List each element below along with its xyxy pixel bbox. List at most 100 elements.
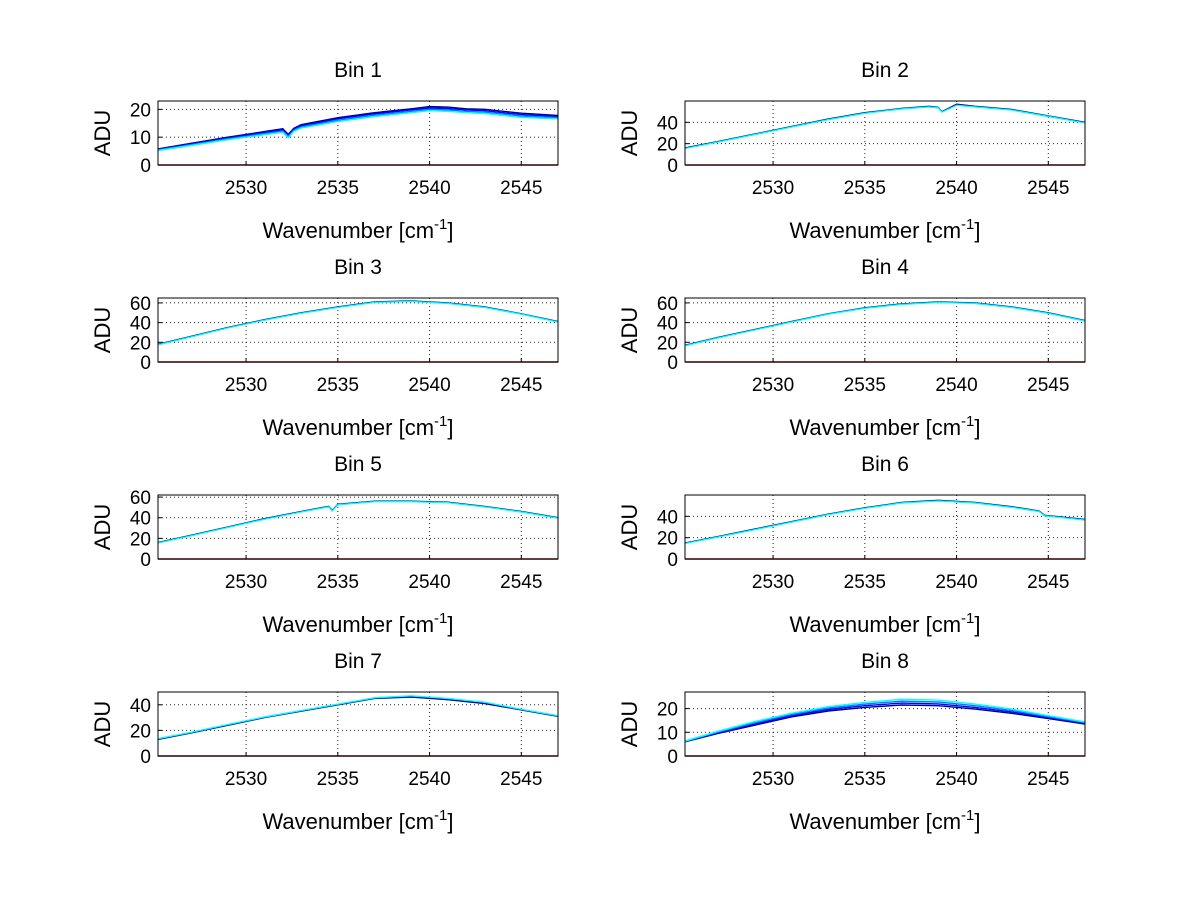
subplot-1: 2530 2535 2540 2545 0 10 20 Bin 1 Wavenumber [cm…: [90, 59, 559, 243]
subplot-title: Bin 7: [334, 650, 382, 673]
series-line-2: [684, 500, 1086, 545]
y-tick-label: 20: [130, 333, 151, 354]
y-axis-label: ADU: [90, 701, 115, 747]
subplot-title: Bin 6: [861, 453, 909, 476]
x-tick-label: 2545: [500, 769, 542, 790]
y-axis-label: ADU: [617, 701, 642, 747]
y-tick-label: 0: [667, 353, 678, 374]
y-tick-label: 40: [130, 314, 151, 335]
series-line-3: [684, 700, 1086, 742]
x-tick-label: 2535: [317, 769, 359, 790]
x-tick-label: 2535: [844, 572, 886, 593]
series-line-2: [684, 104, 1086, 150]
x-axis-label: Wavenumber [cm-1]: [789, 216, 980, 243]
x-tick-label: 2540: [408, 375, 450, 396]
series-line-2: [157, 107, 559, 151]
x-tick-label: 2545: [1027, 769, 1069, 790]
series-line-2: [157, 300, 559, 346]
x-tick-label: 2535: [317, 375, 359, 396]
x-tick-label: 2535: [844, 769, 886, 790]
x-tick-label: 2540: [935, 375, 977, 396]
y-tick-label: 40: [657, 113, 678, 134]
y-tick-label: 60: [657, 294, 678, 315]
x-tick-label: 2530: [225, 178, 267, 199]
series-line-1: [684, 499, 1086, 544]
x-tick-label: 2530: [225, 375, 267, 396]
x-tick-label: 2545: [500, 572, 542, 593]
y-tick-label: 40: [130, 696, 151, 717]
y-tick-label: 40: [657, 314, 678, 335]
subplot-title: Bin 3: [334, 256, 382, 279]
x-tick-label: 2530: [752, 375, 794, 396]
axes-frame: [684, 494, 1086, 560]
y-tick-label: 0: [140, 353, 151, 374]
x-tick-label: 2540: [408, 178, 450, 199]
y-tick-label: 20: [130, 100, 151, 121]
y-tick-label: 20: [130, 529, 151, 550]
y-axis-label: ADU: [617, 110, 642, 156]
series-line-2: [684, 702, 1086, 743]
y-tick-label: 0: [667, 156, 678, 177]
y-tick-label: 60: [130, 294, 151, 315]
x-tick-label: 2545: [500, 178, 542, 199]
axes-frame: [157, 100, 559, 166]
x-tick-label: 2545: [500, 375, 542, 396]
x-tick-label: 2545: [1027, 178, 1069, 199]
series-line-1: [157, 500, 559, 544]
x-tick-label: 2535: [844, 375, 886, 396]
y-tick-label: 20: [657, 700, 678, 721]
x-tick-label: 2545: [1027, 375, 1069, 396]
series-line-4: [157, 109, 559, 152]
subplot-title: Bin 5: [334, 453, 382, 476]
y-tick-label: 20: [130, 721, 151, 742]
axes-frame: [157, 297, 559, 363]
x-tick-label: 2530: [225, 572, 267, 593]
y-tick-label: 0: [140, 747, 151, 768]
subplot-title: Bin 4: [861, 256, 909, 279]
series-line-1: [157, 696, 559, 741]
y-tick-label: 10: [130, 128, 151, 149]
series-line-2: [157, 695, 559, 740]
x-tick-label: 2540: [935, 769, 977, 790]
x-tick-label: 2535: [844, 178, 886, 199]
axes-frame: [684, 100, 1086, 166]
x-tick-label: 2535: [317, 178, 359, 199]
x-tick-label: 2545: [1027, 572, 1069, 593]
x-tick-label: 2540: [935, 572, 977, 593]
y-tick-label: 20: [657, 333, 678, 354]
series-line-1: [684, 704, 1086, 743]
series-line-2: [157, 501, 559, 544]
x-axis-label: Wavenumber [cm-1]: [262, 807, 453, 834]
subplot-7: 2530 2535 2540 2545 0 20 40 Bin 7 Wavenumber [cm…: [90, 650, 559, 834]
x-axis-label: Wavenumber [cm-1]: [789, 807, 980, 834]
series-line-1: [684, 301, 1086, 346]
y-tick-label: 60: [130, 488, 151, 509]
y-tick-label: 0: [667, 747, 678, 768]
y-tick-label: 0: [667, 550, 678, 571]
x-tick-label: 2530: [225, 769, 267, 790]
axes-frame: [684, 691, 1086, 757]
series-line-4: [684, 698, 1086, 742]
y-axis-label: ADU: [617, 504, 642, 550]
y-tick-label: 20: [657, 135, 678, 156]
y-tick-label: 0: [140, 156, 151, 177]
y-tick-label: 40: [657, 507, 678, 528]
y-tick-label: 20: [657, 529, 678, 550]
x-tick-label: 2540: [935, 178, 977, 199]
y-axis-label: ADU: [90, 307, 115, 353]
y-tick-label: 0: [140, 550, 151, 571]
x-tick-label: 2530: [752, 178, 794, 199]
x-axis-label: Wavenumber [cm-1]: [262, 610, 453, 637]
subplot-title: Bin 2: [861, 59, 909, 82]
subplot-title: Bin 8: [861, 650, 909, 673]
x-tick-label: 2530: [752, 572, 794, 593]
subplot-title: Bin 1: [334, 59, 382, 82]
x-tick-label: 2530: [752, 769, 794, 790]
x-tick-label: 2535: [317, 572, 359, 593]
